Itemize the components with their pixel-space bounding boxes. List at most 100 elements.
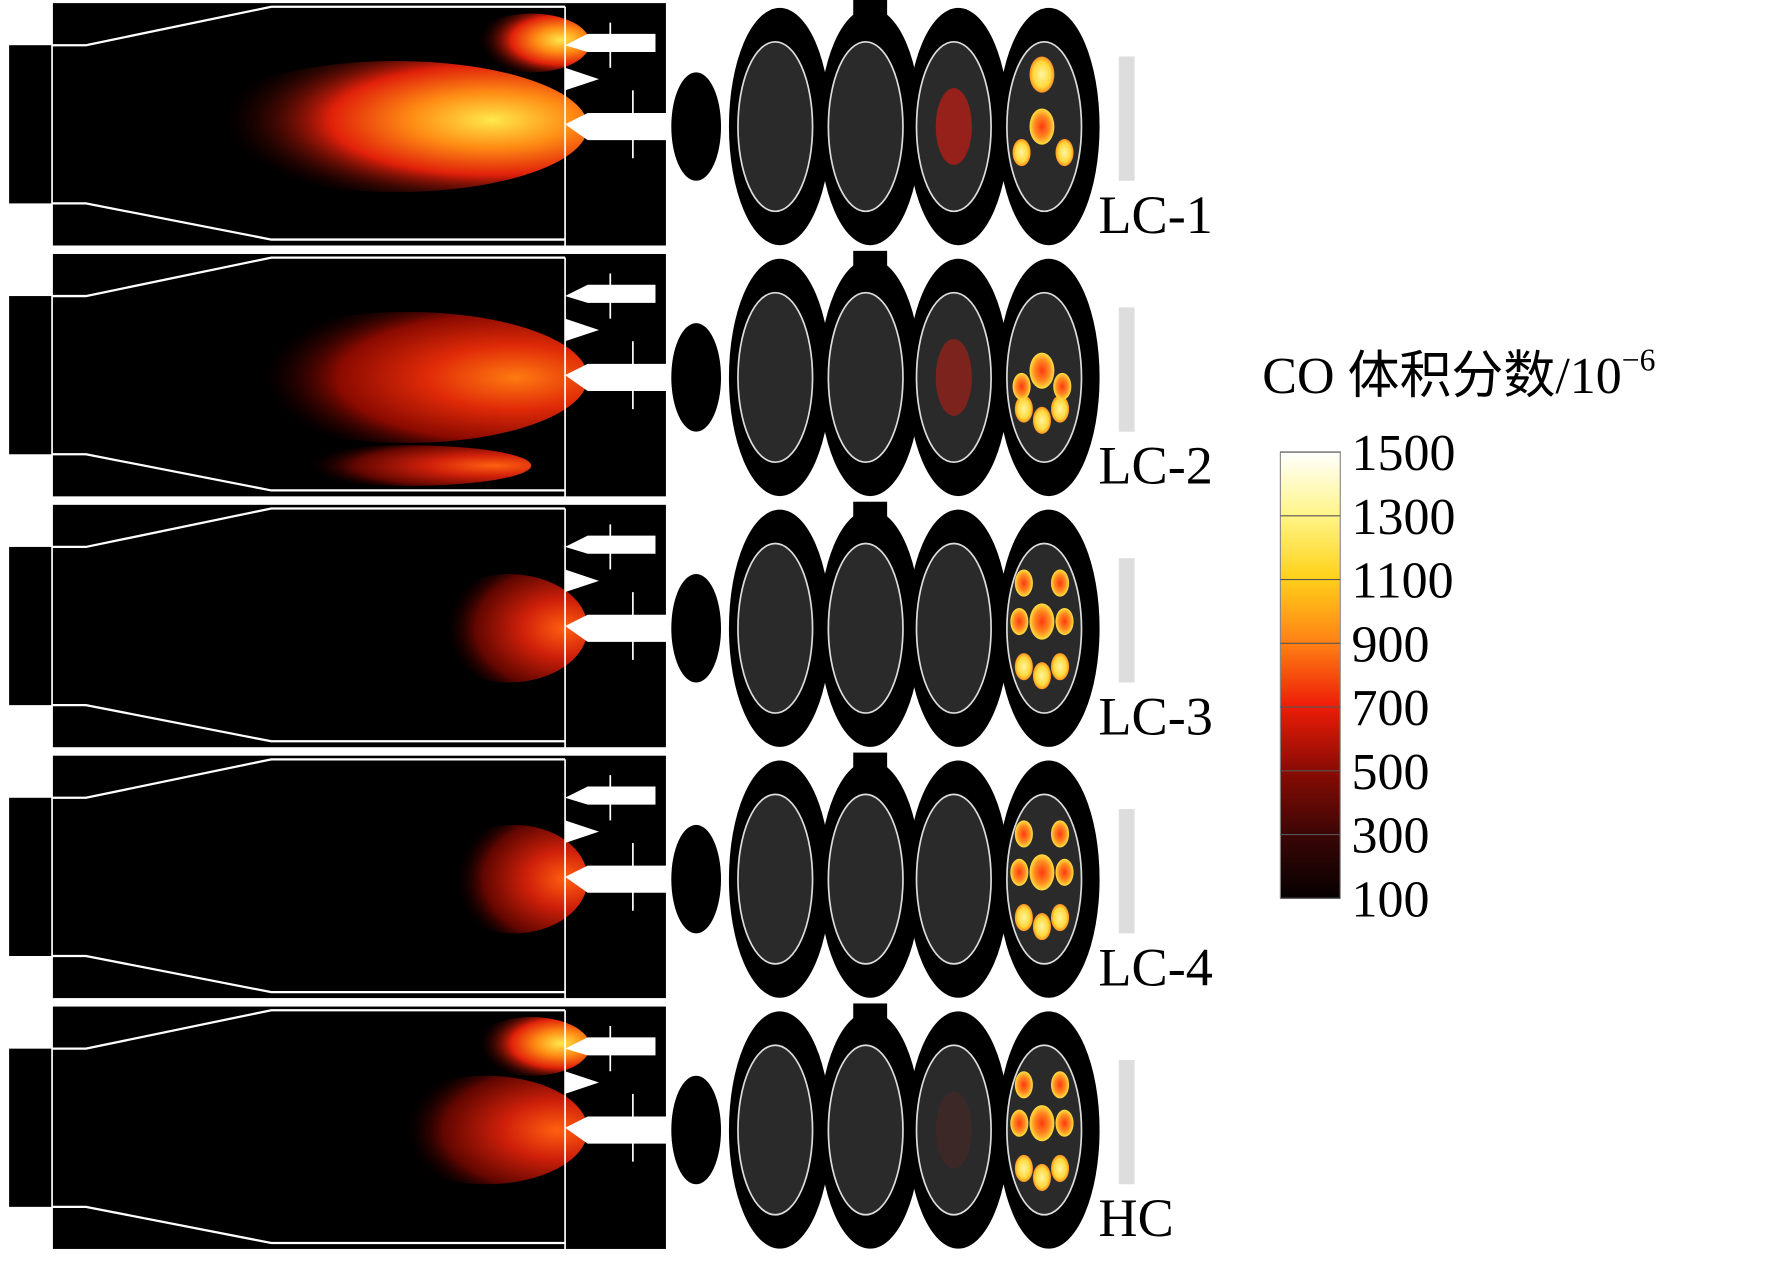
disc-spot	[1010, 607, 1029, 636]
disc-spot	[1055, 1109, 1074, 1137]
colorbar-tick-label: 500	[1352, 744, 1430, 801]
flame-lower	[282, 445, 532, 486]
disc-spot	[1055, 858, 1074, 886]
disc-spot	[1014, 653, 1033, 681]
disc-spot	[1014, 820, 1033, 848]
case-label: LC-4	[1098, 937, 1212, 997]
colorbar-title-main: CO 体积分数/10	[1262, 348, 1621, 405]
nozzle	[565, 535, 667, 642]
disc-inner	[827, 291, 904, 464]
colorbar-gradient	[1279, 451, 1341, 899]
disc-inner	[915, 793, 992, 965]
colorbar-title-sup: −6	[1622, 343, 1656, 378]
case-row: HC	[9, 1003, 1174, 1251]
disc-spot	[1012, 138, 1031, 167]
nozzle	[565, 1037, 667, 1144]
colorbar-tick-label: 1100	[1352, 553, 1454, 610]
colorbar: CO 体积分数/10−6 1500 1300 1100 900 700 500 300 100	[1262, 343, 1655, 929]
disc-spot	[1029, 1105, 1055, 1142]
disc-bg	[1118, 56, 1135, 181]
nozzle	[565, 786, 667, 893]
disc-spot	[1032, 406, 1051, 434]
cases: LC-1 LC-2 LC-3 LC-4 HC	[9, 0, 1213, 1251]
section-inlet	[9, 546, 55, 706]
section-wall	[52, 507, 566, 743]
disc-inner	[737, 542, 814, 714]
disc-spot	[1032, 1163, 1051, 1192]
nozzle-lines	[564, 257, 634, 498]
disc-spot	[1032, 662, 1051, 690]
colorbar-tick-label: 100	[1352, 871, 1430, 928]
disc-inner	[737, 793, 814, 965]
nozzle-lines	[564, 508, 634, 749]
colorbar-tick-label: 1300	[1352, 489, 1456, 546]
disc-bg	[1118, 307, 1135, 432]
disc-spot	[1029, 603, 1055, 640]
disc-glow	[935, 88, 972, 165]
disc-glow	[935, 1091, 972, 1169]
disc-spot	[1010, 1109, 1029, 1137]
case-label: LC-1	[1098, 185, 1212, 245]
section-inlet	[9, 45, 55, 204]
section-wall	[52, 1009, 566, 1245]
colorbar-tick-label: 1500	[1352, 425, 1456, 482]
disc-inner	[737, 291, 814, 464]
disc-small	[671, 574, 722, 683]
disc-inner	[737, 1044, 814, 1216]
section-inlet	[9, 1048, 55, 1207]
nozzle	[565, 33, 667, 141]
disc-spot	[1050, 569, 1070, 597]
colorbar-title: CO 体积分数/10−6	[1262, 343, 1655, 406]
nozzle	[565, 284, 667, 391]
disc-bg	[1118, 809, 1135, 934]
disc-spot	[1029, 854, 1055, 891]
disc-inner	[915, 542, 992, 714]
case-row: LC-4	[9, 752, 1213, 1000]
disc-spot	[1014, 569, 1033, 597]
case-label: LC-3	[1098, 687, 1212, 747]
disc-spot	[1032, 913, 1051, 941]
disc-spot	[1014, 1071, 1033, 1099]
section-inlet	[9, 797, 55, 956]
disc-spot	[1029, 108, 1055, 145]
flame-main	[226, 311, 588, 443]
disc-inner	[915, 1044, 992, 1216]
section-wall	[52, 758, 566, 994]
disc-spot	[1050, 820, 1070, 848]
disc-spot	[1014, 1154, 1033, 1182]
flame-top	[472, 13, 590, 73]
disc-bg	[1118, 1059, 1135, 1185]
disc-spot	[1029, 56, 1055, 93]
disc-spot	[1055, 607, 1074, 636]
flame-main	[440, 824, 588, 934]
disc-glow	[935, 339, 972, 416]
disc-spot	[1050, 1071, 1070, 1099]
disc-spot	[1010, 858, 1029, 886]
case-row: LC-1	[9, 0, 1213, 248]
disc-inner	[737, 40, 814, 213]
disc-spot	[1050, 653, 1070, 681]
disc-inner	[915, 291, 992, 464]
disc-spot	[1014, 395, 1033, 423]
nozzle-lines	[564, 1010, 634, 1250]
colorbar-tick-label: 700	[1352, 680, 1430, 737]
case-row: LC-3	[9, 501, 1213, 749]
disc-inner	[827, 40, 904, 213]
disc-small	[671, 72, 722, 181]
disc-small	[671, 824, 722, 934]
case-row: LC-2	[9, 250, 1213, 499]
disc-inner	[827, 542, 904, 714]
section-inlet	[9, 296, 55, 455]
nozzle-lines	[564, 6, 634, 247]
case-label: LC-2	[1098, 436, 1212, 496]
flame-main	[429, 574, 588, 683]
disc-spot	[1053, 372, 1072, 401]
disc-spot	[1029, 352, 1055, 389]
disc-spot	[1050, 1154, 1070, 1182]
disc-bg	[1118, 558, 1135, 683]
colorbar-tick-label: 900	[1352, 616, 1430, 673]
disc-inner	[827, 1044, 904, 1216]
disc-spot	[1050, 904, 1070, 932]
disc-small	[671, 1075, 722, 1185]
